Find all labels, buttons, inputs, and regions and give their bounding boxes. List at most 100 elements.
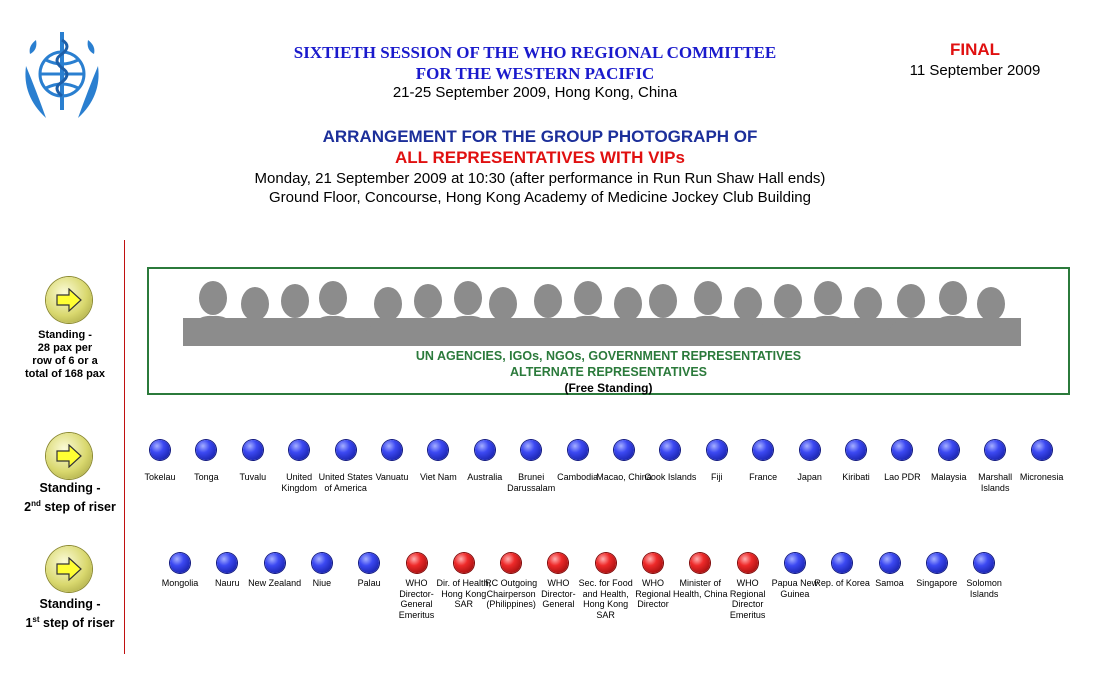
position-name: Singapore <box>916 578 958 588</box>
arrow-right-icon <box>46 546 92 592</box>
position-name: Palau <box>357 578 381 588</box>
country-position-dot <box>799 440 820 460</box>
country-position-dot <box>382 440 402 460</box>
vip-position-dot <box>548 553 569 573</box>
position-name: Viet Nam <box>419 472 457 482</box>
position-name: Macao, China <box>596 472 652 482</box>
position-name: Mongolia <box>161 578 199 588</box>
position-name: Tokelau <box>144 472 176 482</box>
free-standing-area <box>147 267 1070 395</box>
country-position-dot <box>706 440 727 460</box>
position-name: Tonga <box>194 472 219 482</box>
country-position-dot <box>196 440 217 460</box>
country-position-dot <box>170 553 190 573</box>
vip-position-dot <box>501 553 522 573</box>
who-emblem-logo <box>25 32 99 118</box>
step-number: 1 <box>25 616 33 631</box>
position-name: Japan <box>797 472 822 482</box>
session-dates: 21-25 September 2009, Hong Kong, China <box>392 84 678 101</box>
position-name: France <box>749 472 778 482</box>
second-step-label: Standing - 2nd step of riser <box>10 481 130 515</box>
country-position-dot <box>521 440 542 460</box>
position-name: United States of America <box>318 472 373 493</box>
final-label: FINAL <box>949 40 1001 59</box>
label-line: Standing - <box>39 597 101 611</box>
free-standing-groups: UN AGENCIES, IGOs, NGOs, GOVERNMENT REPR… <box>415 349 802 363</box>
vip-position-dot <box>595 553 616 573</box>
country-position-dot <box>264 553 285 573</box>
label-line: Standing - <box>39 481 101 495</box>
vip-position-dot <box>453 553 474 573</box>
step-text: step of riser <box>40 500 116 515</box>
country-position-dot <box>567 440 588 460</box>
step-number: 2 <box>24 500 32 515</box>
position-name: New Zealand <box>248 578 302 588</box>
country-position-dot <box>892 440 913 460</box>
vip-position-dot <box>690 553 711 573</box>
country-position-dot <box>974 553 995 573</box>
country-position-dot <box>428 440 449 460</box>
country-position-dot <box>150 440 170 460</box>
vip-position-dot <box>406 553 427 573</box>
first-step-label: Standing - 1st step of riser <box>10 597 130 631</box>
position-name: Solomon Islands <box>966 578 1002 599</box>
free-standing-label: Standing - 28 pax per row of 6 or a tota… <box>10 329 120 381</box>
position-name: Niue <box>312 578 332 588</box>
country-position-dot <box>879 553 900 573</box>
position-name: WHO Regional Director Emeritus <box>729 578 766 620</box>
committee-title: SIXTIETH SESSION OF THE WHO REGIONAL COM… <box>220 42 850 84</box>
country-position-dot <box>1031 440 1052 460</box>
position-name: RC Outgoing Chairperson (Philippines) <box>485 578 538 609</box>
country-position-dot <box>660 440 681 460</box>
vip-position-dot <box>643 553 663 573</box>
country-position-dot <box>311 553 332 573</box>
position-name: Fiji <box>711 472 723 482</box>
position-name: Tuvalu <box>239 472 267 482</box>
arrangement-subtitle: ALL REPRESENTATIVES WITH VIPs <box>395 148 685 167</box>
country-position-dot <box>242 440 263 460</box>
vertical-divider <box>124 240 125 654</box>
position-name: Cambodia <box>557 472 599 482</box>
event-location: Ground Floor, Concourse, Hong Kong Acade… <box>269 189 811 206</box>
position-name: Malaysia <box>931 472 967 482</box>
position-name: WHO Director-General Emeritus <box>398 578 435 620</box>
country-position-dot <box>832 553 853 573</box>
position-name: Minister of Health, China <box>673 578 728 599</box>
event-time: Monday, 21 September 2009 at 10:30 (afte… <box>254 170 826 187</box>
label-line: row of 6 or a <box>32 355 98 367</box>
country-position-dot <box>474 440 495 460</box>
free-standing-note: (Free Standing) <box>564 381 653 395</box>
position-name: Brunei Darussalam <box>507 472 556 493</box>
label-line: 28 pax per <box>37 342 93 354</box>
country-position-dot <box>938 440 959 460</box>
position-name: Kiribati <box>842 472 870 482</box>
position-name: United Kingdom <box>281 472 317 493</box>
position-name: Lao PDR <box>884 472 921 482</box>
step-text: step of riser <box>39 616 115 631</box>
position-name: Sec. for Food and Health, Hong Kong SAR <box>578 578 633 620</box>
position-name: Samoa <box>875 578 904 588</box>
position-name: Vanuatu <box>375 472 409 482</box>
arrow-right-icon <box>46 433 92 479</box>
country-position-dot <box>614 440 634 460</box>
country-position-dot <box>985 440 1006 460</box>
country-position-dot <box>926 553 947 573</box>
position-name: Rep. of Korea <box>814 578 870 588</box>
step-suffix: nd <box>31 499 41 508</box>
position-name: Micronesia <box>1019 472 1064 482</box>
free-standing-alternates: ALTERNATE REPRESENTATIVES <box>509 365 707 379</box>
country-position-dot <box>289 440 310 460</box>
committee-line1: SIXTIETH SESSION OF THE WHO REGIONAL COM… <box>293 43 777 62</box>
country-position-dot <box>217 553 238 573</box>
country-position-dot <box>359 553 380 573</box>
arrow-right-icon <box>46 277 92 323</box>
label-line: Standing - <box>38 329 92 341</box>
position-name: Australia <box>467 472 503 482</box>
country-position-dot <box>753 440 774 460</box>
position-name: Nauru <box>215 578 240 588</box>
committee-line2: FOR THE WESTERN PACIFIC <box>415 64 655 83</box>
final-date: 11 September 2009 <box>909 62 1041 79</box>
arrangement-title: ARRANGEMENT FOR THE GROUP PHOTOGRAPH OF <box>322 127 758 146</box>
country-position-dot <box>846 440 866 460</box>
vip-position-dot <box>737 553 758 573</box>
